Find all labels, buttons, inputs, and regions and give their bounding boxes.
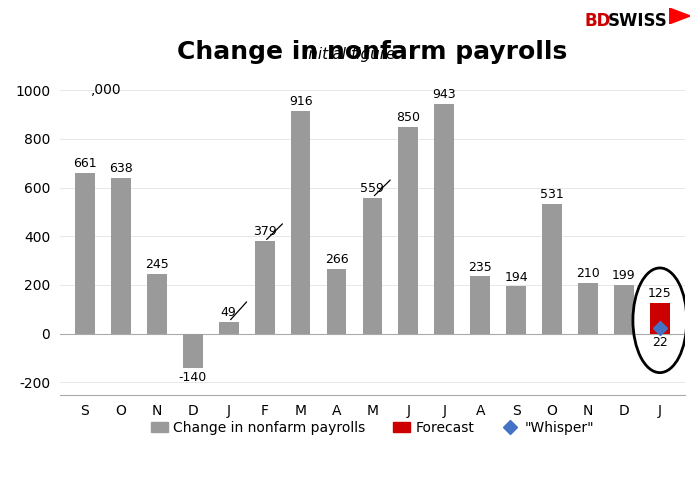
Bar bbox=[147, 274, 167, 334]
Text: 661: 661 bbox=[74, 157, 97, 170]
Text: -140: -140 bbox=[178, 371, 207, 384]
Bar bbox=[290, 111, 310, 334]
Bar bbox=[614, 285, 634, 334]
Text: 531: 531 bbox=[540, 189, 564, 202]
Text: 916: 916 bbox=[289, 95, 312, 108]
Text: 194: 194 bbox=[504, 270, 528, 283]
Text: 379: 379 bbox=[253, 226, 276, 239]
Bar bbox=[650, 303, 670, 334]
Text: 49: 49 bbox=[220, 306, 237, 319]
Bar bbox=[363, 198, 382, 334]
Text: BD: BD bbox=[584, 12, 611, 30]
Text: 235: 235 bbox=[468, 260, 492, 273]
Polygon shape bbox=[669, 8, 690, 24]
Text: initial figure: initial figure bbox=[304, 47, 395, 62]
Bar bbox=[183, 334, 203, 368]
Text: 266: 266 bbox=[325, 253, 349, 266]
Bar bbox=[111, 178, 131, 334]
Bar bbox=[75, 173, 95, 334]
Text: 850: 850 bbox=[396, 111, 421, 124]
Text: ,000: ,000 bbox=[91, 83, 122, 97]
Text: 199: 199 bbox=[612, 269, 636, 282]
Text: 125: 125 bbox=[648, 287, 672, 300]
Bar bbox=[435, 104, 454, 334]
Bar bbox=[578, 282, 598, 334]
Legend: Change in nonfarm payrolls, Forecast, "Whisper": Change in nonfarm payrolls, Forecast, "W… bbox=[146, 415, 599, 440]
Bar bbox=[219, 322, 239, 334]
Title: Change in nonfarm payrolls: Change in nonfarm payrolls bbox=[177, 40, 568, 64]
Text: SWISS: SWISS bbox=[608, 12, 667, 30]
Text: 943: 943 bbox=[433, 88, 456, 101]
Text: 245: 245 bbox=[145, 258, 169, 271]
Text: 22: 22 bbox=[652, 336, 668, 349]
Text: 210: 210 bbox=[576, 266, 600, 279]
Text: 559: 559 bbox=[360, 182, 384, 195]
Text: 638: 638 bbox=[109, 163, 133, 176]
Bar bbox=[506, 286, 526, 334]
Bar bbox=[470, 276, 490, 334]
Bar bbox=[327, 269, 346, 334]
Bar bbox=[542, 205, 562, 334]
Bar bbox=[398, 127, 418, 334]
Bar bbox=[255, 242, 274, 334]
